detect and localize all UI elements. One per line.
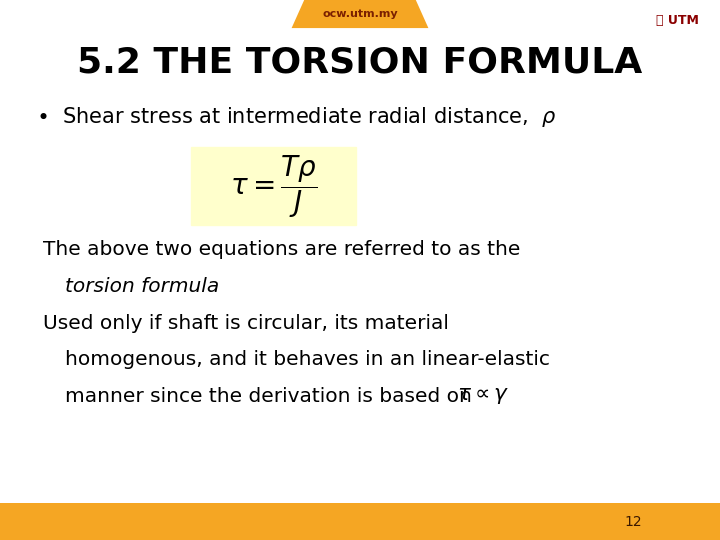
Text: Used only if shaft is circular, its material: Used only if shaft is circular, its mate… bbox=[43, 314, 449, 333]
Text: 5.2 THE TORSION FORMULA: 5.2 THE TORSION FORMULA bbox=[77, 46, 643, 80]
Text: $\tau = \dfrac{T\rho}{J}$: $\tau = \dfrac{T\rho}{J}$ bbox=[230, 153, 318, 220]
Text: $\bullet$  Shear stress at intermediate radial distance,  $\rho$: $\bullet$ Shear stress at intermediate r… bbox=[36, 105, 557, 129]
Text: $\tau \propto \gamma$: $\tau \propto \gamma$ bbox=[457, 386, 510, 406]
Text: homogenous, and it behaves in an linear-elastic: homogenous, and it behaves in an linear-… bbox=[65, 350, 549, 369]
Text: 12: 12 bbox=[625, 515, 642, 529]
Bar bbox=[0, 503, 720, 540]
Polygon shape bbox=[292, 0, 428, 28]
FancyBboxPatch shape bbox=[191, 147, 356, 226]
Text: The above two equations are referred to as the: The above two equations are referred to … bbox=[43, 240, 521, 259]
Text: ocw.utm.my: ocw.utm.my bbox=[322, 9, 398, 19]
Text: manner since the derivation is based on: manner since the derivation is based on bbox=[65, 387, 472, 406]
Text: Ⓤ UTM: Ⓤ UTM bbox=[655, 14, 698, 26]
Text: torsion formula: torsion formula bbox=[65, 277, 219, 296]
